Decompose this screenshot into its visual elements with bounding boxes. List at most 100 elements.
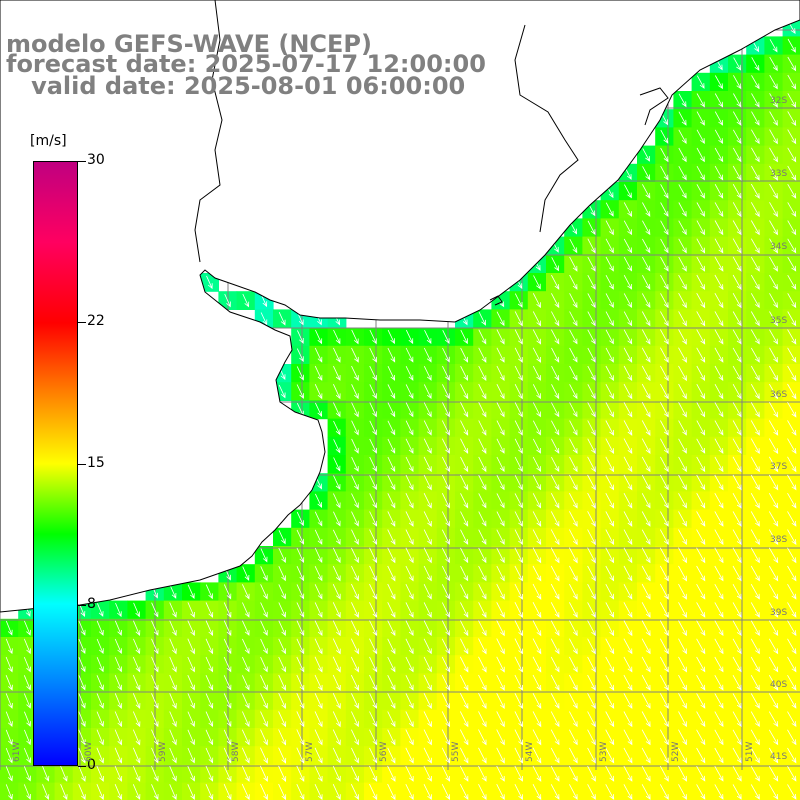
wind-arrow	[769, 129, 778, 145]
wind-arrow	[696, 711, 706, 727]
wind-arrow	[605, 620, 615, 637]
wind-arrow	[478, 383, 487, 400]
wind-arrow	[332, 620, 341, 637]
wind-speed-cell	[546, 782, 565, 800]
wind-arrow	[623, 202, 633, 218]
wind-arrow	[332, 638, 341, 655]
wind-arrow	[587, 275, 596, 290]
wind-speed-cell	[782, 764, 800, 784]
wind-arrow	[678, 274, 687, 290]
wind-arrow	[441, 584, 450, 600]
wind-arrow	[641, 311, 651, 327]
wind-arrow	[714, 529, 724, 545]
wind-arrow	[114, 656, 122, 673]
wind-arrow	[732, 584, 742, 600]
wind-arrow	[787, 238, 797, 254]
longitude-label: 59W	[158, 741, 168, 762]
wind-arrow	[351, 456, 359, 472]
wind-arrow	[732, 493, 742, 509]
wind-arrow	[369, 420, 377, 436]
wind-arrow	[387, 783, 396, 800]
wind-arrow	[551, 402, 560, 418]
wind-arrow	[514, 438, 523, 454]
wind-arrow	[496, 402, 505, 418]
wind-arrow	[514, 711, 523, 728]
wind-arrow	[460, 584, 469, 600]
wind-speed-cell	[218, 782, 238, 800]
wind-arrow	[787, 766, 797, 782]
wind-arrow	[351, 565, 359, 582]
wind-speed-cell	[0, 782, 19, 800]
wind-arrow	[732, 656, 742, 673]
wind-speed-cell	[746, 782, 765, 800]
wind-arrow	[787, 711, 797, 728]
wind-arrow	[787, 474, 797, 491]
wind-arrow	[532, 638, 542, 655]
wind-arrow	[550, 674, 560, 691]
wind-arrow	[532, 583, 542, 600]
wind-arrow	[787, 675, 797, 691]
latitude-label: 32S	[770, 96, 788, 106]
wind-arrow	[387, 366, 395, 381]
wind-arrow	[605, 293, 614, 309]
wind-arrow	[314, 784, 323, 800]
wind-arrow	[96, 784, 104, 800]
wind-arrow	[242, 293, 250, 308]
wind-arrow	[714, 165, 724, 181]
wind-arrow	[787, 111, 797, 126]
wind-arrow	[714, 711, 724, 727]
wind-arrow	[551, 257, 559, 272]
wind-arrow	[405, 675, 414, 691]
wind-arrow	[532, 402, 541, 418]
wind-arrow	[732, 547, 742, 564]
wind-arrow	[387, 711, 396, 728]
wind-arrow	[387, 438, 396, 454]
wind-arrow	[205, 765, 214, 782]
wind-arrow	[278, 765, 287, 782]
wind-arrow	[768, 511, 779, 527]
wind-arrow	[587, 693, 596, 709]
wind-arrow	[769, 329, 778, 345]
wind-arrow	[441, 747, 450, 764]
wind-arrow	[714, 202, 724, 217]
wind-arrow	[351, 729, 359, 746]
wind-arrow	[623, 638, 633, 655]
wind-arrow	[696, 420, 706, 436]
wind-arrow	[278, 384, 286, 399]
wind-arrow	[551, 365, 560, 381]
wind-arrow	[278, 747, 287, 764]
wind-arrow	[460, 347, 469, 363]
wind-arrow	[587, 329, 596, 345]
wind-arrow	[514, 638, 523, 655]
wind-arrow	[514, 784, 523, 800]
wind-arrow	[659, 729, 669, 746]
wind-arrow	[532, 329, 542, 345]
wind-arrow	[532, 765, 542, 782]
wind-arrow	[769, 39, 778, 53]
wind-arrow	[623, 565, 633, 582]
wind-arrow	[623, 602, 633, 618]
wind-speed-cell	[455, 782, 474, 800]
wind-arrow	[314, 566, 323, 582]
wind-arrow	[587, 765, 596, 782]
wind-arrow	[496, 511, 505, 527]
wind-arrow	[78, 747, 86, 764]
wind-speed-cell	[782, 709, 800, 729]
wind-arrow	[569, 293, 578, 309]
wind-arrow	[369, 693, 378, 709]
wind-arrow	[678, 656, 687, 673]
wind-arrow	[750, 656, 760, 673]
wind-arrow	[732, 638, 742, 655]
wind-arrow	[350, 656, 359, 673]
wind-arrow	[332, 565, 341, 582]
wind-arrow	[569, 493, 578, 509]
wind-arrow	[660, 383, 669, 400]
wind-arrow	[641, 529, 651, 545]
wind-arrow	[623, 474, 633, 491]
wind-speed-cell	[782, 400, 800, 420]
wind-arrow	[696, 565, 706, 582]
wind-speed-cell	[782, 582, 800, 602]
wind-arrow	[532, 365, 541, 381]
wind-arrow	[569, 565, 578, 582]
wind-arrow	[605, 656, 615, 673]
